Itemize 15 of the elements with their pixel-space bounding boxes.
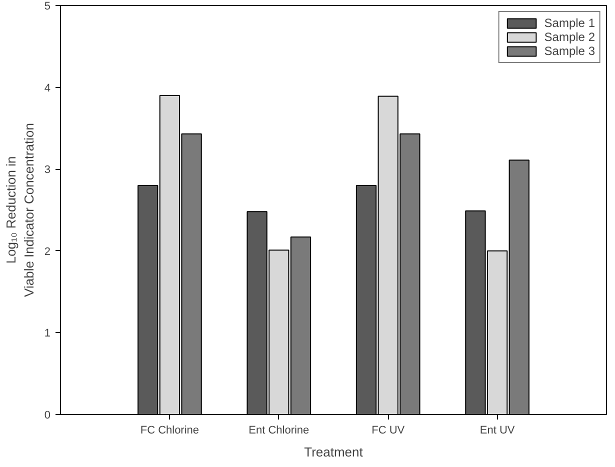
x-axis-title: Treatment [304,444,364,460]
legend-label: Sample 3 [544,44,595,58]
y-tick-label: 5 [44,0,51,12]
x-tick-label: FC Chlorine [140,424,200,436]
x-tick-label: Ent UV [480,424,516,436]
y-tick-label: 1 [44,328,51,340]
legend-label: Sample 2 [544,30,595,44]
y-tick-label: 2 [44,246,51,258]
y-tick-label: 4 [44,82,51,94]
y-axis-title: Log₁₀ Reduction in Viable Indicator Concentration [3,123,36,297]
y-tick-label: 3 [44,164,51,176]
x-tick-label: FC UV [372,424,406,436]
legend-label: Sample 1 [544,16,595,30]
x-tick-label: Ent Chlorine [248,424,310,436]
y-tick-label: 0 [44,410,51,422]
